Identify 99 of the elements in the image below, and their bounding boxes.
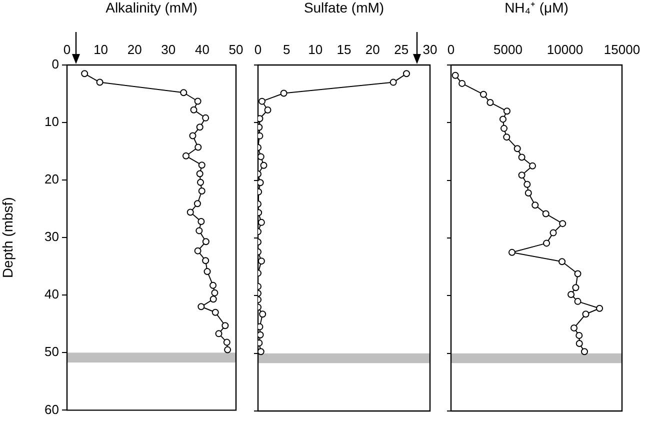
- point: [503, 108, 510, 115]
- x-tick-label: 20: [365, 42, 380, 57]
- point: [202, 114, 210, 122]
- point: [568, 291, 575, 298]
- point: [458, 80, 466, 87]
- y-axis-title: Depth (mbsf): [0, 197, 16, 278]
- point: [202, 238, 210, 246]
- point: [198, 303, 205, 310]
- point: [596, 304, 604, 312]
- point: [194, 247, 202, 254]
- x-tick-label: 30: [161, 42, 176, 57]
- x-tick-label: 20: [127, 42, 142, 57]
- point: [258, 153, 264, 160]
- point: [196, 227, 203, 234]
- point: [211, 289, 218, 296]
- point: [189, 132, 196, 140]
- point: [532, 202, 539, 209]
- y-tick-label: 60: [44, 402, 59, 417]
- point: [518, 172, 526, 179]
- point: [542, 210, 550, 218]
- point: [210, 296, 217, 303]
- point: [258, 348, 264, 356]
- point: [198, 162, 206, 169]
- point: [215, 330, 222, 338]
- point: [499, 116, 506, 123]
- x-tick-label: 30: [422, 42, 438, 57]
- point: [550, 229, 557, 236]
- point: [574, 298, 582, 305]
- x-axis-title: NH₄⁺ (μM): [504, 0, 568, 16]
- x-tick-label: 0: [447, 42, 455, 57]
- point: [576, 340, 583, 348]
- point: [196, 170, 204, 178]
- point: [223, 338, 230, 346]
- point: [198, 188, 206, 194]
- point: [529, 162, 536, 170]
- point: [210, 282, 217, 289]
- point: [558, 258, 566, 266]
- point: [197, 178, 204, 186]
- point: [480, 90, 487, 98]
- x-tick-label: 0: [254, 42, 262, 57]
- point: [572, 284, 580, 292]
- point: [514, 145, 521, 152]
- point: [580, 348, 588, 356]
- x-tick-label: 10: [308, 42, 323, 57]
- point: [503, 134, 510, 141]
- y-tick-label: 20: [44, 172, 59, 187]
- y-tick-label: 50: [44, 344, 59, 360]
- point: [190, 106, 198, 114]
- point: [582, 310, 590, 318]
- point: [198, 218, 205, 225]
- x-tick-label: 10: [94, 42, 108, 57]
- x-tick-label: 0: [63, 42, 71, 57]
- point: [576, 332, 583, 339]
- x-axis-title: Sulfate (mM): [304, 0, 384, 16]
- point: [518, 154, 526, 161]
- point: [258, 179, 264, 186]
- point: [574, 270, 582, 278]
- point: [570, 324, 578, 332]
- x-tick-label: 40: [194, 42, 210, 57]
- point: [258, 323, 264, 330]
- point: [202, 257, 210, 264]
- x-axis-title: Alkalinity (mM): [106, 0, 198, 16]
- point: [186, 208, 194, 216]
- point: [81, 70, 88, 78]
- point: [452, 72, 459, 79]
- point: [524, 190, 532, 197]
- point: [224, 346, 232, 354]
- point: [194, 98, 202, 105]
- point: [486, 98, 494, 106]
- y-tick-label: 0: [52, 56, 59, 72]
- y-tick-label: 10: [44, 114, 59, 130]
- point: [258, 258, 265, 265]
- x-tick-label: 15000: [604, 42, 640, 57]
- y-tick-label: 40: [44, 286, 59, 302]
- point: [196, 124, 204, 131]
- point: [212, 308, 219, 316]
- point: [194, 144, 202, 151]
- x-tick-label: 15: [336, 42, 352, 57]
- point: [258, 132, 264, 140]
- point: [524, 180, 531, 188]
- point: [194, 200, 201, 208]
- point: [543, 240, 550, 247]
- point: [182, 152, 190, 160]
- point: [508, 248, 516, 256]
- y-tick-label: 30: [44, 229, 59, 244]
- x-tick-label: 25: [394, 42, 409, 57]
- point: [180, 89, 188, 96]
- point: [258, 331, 264, 338]
- x-tick-label: 50: [228, 42, 244, 57]
- point: [559, 220, 566, 228]
- point: [204, 268, 211, 276]
- point: [258, 218, 265, 226]
- point: [222, 322, 229, 330]
- point: [96, 78, 104, 86]
- x-tick-label: 5: [283, 42, 290, 57]
- point: [258, 115, 264, 122]
- point: [500, 124, 508, 132]
- x-tick-label: 5000: [494, 42, 522, 57]
- x-tick-label: 10000: [546, 42, 584, 57]
